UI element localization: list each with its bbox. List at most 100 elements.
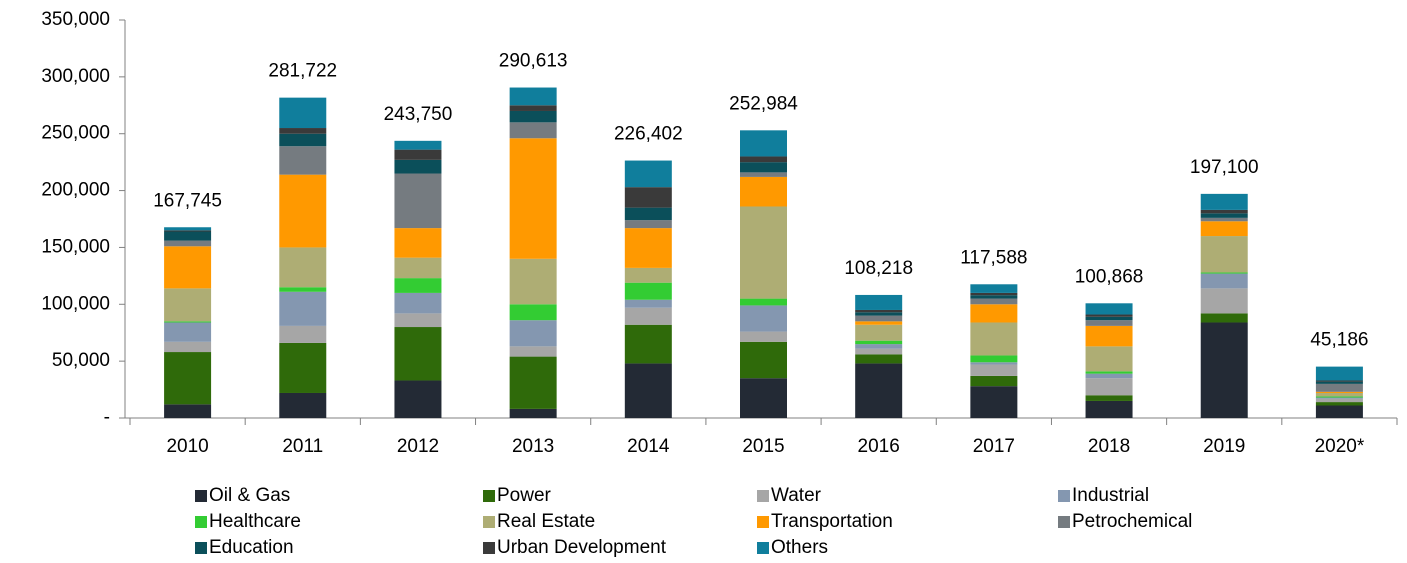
bar-segment <box>509 110 557 123</box>
bar-segment <box>279 128 327 134</box>
x-tick-label: 2014 <box>627 436 670 457</box>
legend-swatch <box>483 516 495 528</box>
bar-segment <box>279 247 327 288</box>
bar-segment <box>509 122 557 139</box>
legend-swatch <box>195 542 207 554</box>
x-tick-label: 2018 <box>1088 436 1130 457</box>
bar-segment <box>509 87 557 106</box>
legend-label: Transportation <box>771 511 893 532</box>
bar-segment <box>855 309 903 313</box>
bar-segment <box>970 295 1018 299</box>
bar-segment <box>1200 217 1248 222</box>
bar-segment <box>740 305 787 332</box>
bar-segment <box>394 327 442 381</box>
bar-segment <box>624 207 672 221</box>
bar-segment <box>740 162 787 173</box>
bar-segment <box>1200 273 1248 289</box>
bar-segment <box>624 299 672 308</box>
x-tick-label: 2020* <box>1315 436 1365 457</box>
bar-segment <box>509 408 557 418</box>
bar-segment <box>1315 381 1363 384</box>
bar-segment <box>1315 398 1363 403</box>
bar-segment <box>1085 320 1133 326</box>
bar-segment <box>1085 400 1133 418</box>
bar-segment <box>394 149 442 160</box>
bar-segment <box>1315 402 1363 406</box>
total-label: 290,613 <box>499 51 568 72</box>
bar-segment <box>1085 316 1133 321</box>
bar-segment <box>624 307 672 325</box>
bar-segment <box>279 287 327 292</box>
bar-segment <box>1200 213 1248 218</box>
y-tick-label: 350,000 <box>41 9 110 30</box>
bar-segment <box>1200 322 1248 418</box>
total-label: 167,745 <box>153 190 222 211</box>
legend-swatch <box>483 542 495 554</box>
bar-segment <box>1200 221 1248 237</box>
legend-label: Petrochemical <box>1072 511 1192 532</box>
bar-segment <box>1200 209 1248 214</box>
bar-segment <box>509 304 557 321</box>
bar-segment <box>855 354 903 364</box>
bar-segment <box>740 206 787 299</box>
bar-segment <box>740 341 787 379</box>
x-tick-label: 2015 <box>742 436 784 457</box>
bar-segment <box>1315 391 1363 393</box>
bar-segment <box>509 105 557 111</box>
x-tick-label: 2019 <box>1203 436 1245 457</box>
bar-segment <box>624 282 672 300</box>
bar-segment <box>624 363 672 418</box>
total-label: 226,402 <box>614 124 683 145</box>
legend-swatch <box>757 490 769 502</box>
y-tick-label: 50,000 <box>52 350 110 371</box>
bar-segment <box>1085 303 1133 315</box>
legend-label: Urban Development <box>497 537 667 558</box>
bar-segment <box>1315 366 1363 381</box>
bar-segment <box>1200 193 1248 210</box>
bar-segment <box>1085 325 1133 347</box>
x-tick-label: 2010 <box>166 436 208 457</box>
legend-label: Oil & Gas <box>209 485 290 506</box>
bar-segment <box>164 288 212 322</box>
bar-segment <box>970 298 1018 305</box>
bar-segment <box>855 321 903 325</box>
bar-segment <box>279 97 327 129</box>
bar-segment <box>970 362 1018 365</box>
bar-segment <box>394 140 442 150</box>
bar-segment <box>970 364 1018 376</box>
bar-segment <box>855 324 903 341</box>
bar-segment <box>394 173 442 229</box>
x-tick-label: 2017 <box>973 436 1015 457</box>
bar-segment <box>164 341 212 353</box>
bar-segment <box>164 231 212 241</box>
bar-segment <box>740 331 787 342</box>
bar-segment <box>855 344 903 349</box>
total-label: 100,868 <box>1075 266 1144 287</box>
bar-segment <box>164 404 212 418</box>
bar-segment <box>279 174 327 248</box>
bar-segment <box>740 298 787 306</box>
bar-segment <box>1085 395 1133 401</box>
bar-segment <box>509 346 557 357</box>
bar-segment <box>740 378 787 418</box>
total-label: 281,722 <box>268 61 337 82</box>
bar-segment <box>1315 383 1363 392</box>
bar-segment <box>1200 313 1248 323</box>
legend-label: Education <box>209 537 294 558</box>
bar-segment <box>740 130 787 157</box>
bar-segment <box>509 258 557 305</box>
bar-segment <box>279 291 327 326</box>
total-label: 45,186 <box>1310 330 1368 351</box>
bar-segment <box>1315 397 1363 399</box>
bar-segment <box>164 240 212 247</box>
bar-segment <box>740 172 787 177</box>
bar-segment <box>855 294 903 310</box>
bar-segment <box>279 133 327 147</box>
bar-segment <box>1085 346 1133 372</box>
bar-segment <box>394 159 442 174</box>
total-label: 252,984 <box>729 93 798 114</box>
y-tick-label: 200,000 <box>41 180 110 201</box>
bar-segment <box>855 340 903 345</box>
bar-segment <box>855 348 903 355</box>
